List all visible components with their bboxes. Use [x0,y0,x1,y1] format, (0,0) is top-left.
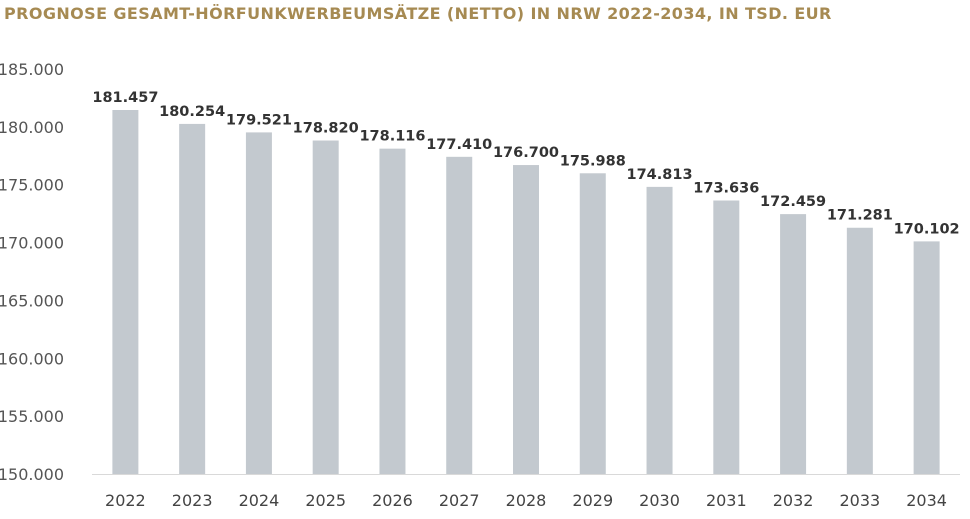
x-tick-label: 2034 [906,491,947,510]
x-tick-label: 2028 [506,491,547,510]
x-tick-label: 2029 [572,491,613,510]
data-label: 174.813 [627,167,693,183]
bar [379,148,406,474]
data-label: 176.700 [493,145,559,161]
x-axis: 2022 2023 2024 2025 2026 2027 2028 2029 2030 2031… [92,474,960,510]
y-tick-label: 175.000 [0,176,64,195]
chart-title: PROGNOSE GESAMT-HÖRFUNKWERBEUMSÄTZE (NET… [4,4,832,23]
x-tick-label: 2027 [439,491,480,510]
bar [913,241,940,474]
x-tick-label: 2031 [706,491,747,510]
x-tick-label: 2024 [239,491,280,510]
bar [780,214,807,474]
y-tick-label: 185.000 [0,60,64,79]
data-label: 179.521 [226,112,292,128]
data-label: 171.281 [827,208,893,224]
x-tick-label: 2023 [172,491,213,510]
data-labels: 181.457180.254179.521178.820178.116177.4… [92,90,959,237]
data-label: 178.116 [359,129,425,145]
y-tick-label: 150.000 [0,465,64,484]
y-tick-label: 170.000 [0,234,64,253]
bar [646,186,673,474]
x-tick-label: 2032 [773,491,814,510]
data-label: 170.102 [894,221,960,237]
data-label: 172.459 [760,194,826,210]
bar [579,173,606,474]
y-axis: 150.000 155.000 160.000 165.000 170.000 175.0… [0,60,64,484]
y-tick-label: 180.000 [0,118,64,137]
y-tick-label: 160.000 [0,349,64,368]
x-tick-label: 2022 [105,491,146,510]
bar [713,200,740,474]
bar [312,140,339,475]
data-label: 181.457 [92,90,158,106]
bar [513,165,539,475]
y-tick-label: 155.000 [0,407,64,426]
bars [112,109,940,475]
bar [446,156,473,474]
bar [112,109,139,475]
y-tick-label: 165.000 [0,291,64,310]
x-tick-label: 2030 [639,491,680,510]
x-tick-label: 2025 [305,491,346,510]
x-tick-label: 2033 [839,491,880,510]
data-label: 180.254 [159,104,225,120]
bar [245,132,272,475]
data-label: 178.820 [293,121,359,137]
bar [179,123,206,474]
data-label: 173.636 [693,180,759,196]
data-label: 177.410 [426,137,492,153]
data-label: 175.988 [560,153,626,169]
bar [846,227,873,474]
x-tick-label: 2026 [372,491,413,510]
